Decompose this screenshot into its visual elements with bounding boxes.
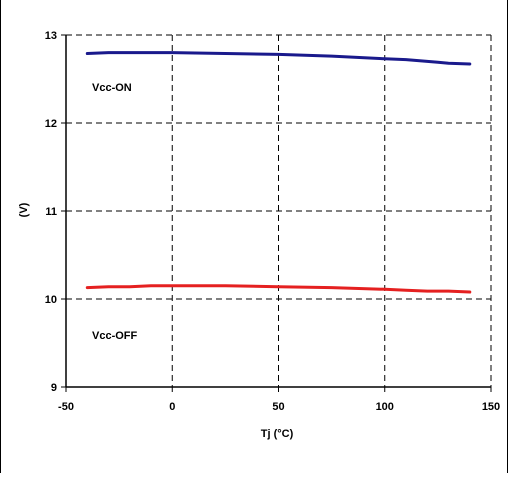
series-line-vcc-on [85, 51, 472, 66]
series-lines [85, 51, 472, 294]
axes [61, 34, 492, 392]
x-tick-label-0: -50 [58, 401, 74, 413]
series-label-vcc-on: Vcc-ON [92, 82, 132, 94]
x-axis-label: Tj (°C) [261, 428, 294, 440]
series-label-vcc-off: Vcc-OFF [92, 330, 138, 342]
y-axis-label: (V) [18, 202, 30, 217]
y-tick-label-0: 9 [51, 382, 57, 394]
y-tick-label-3: 12 [45, 118, 57, 130]
y-tick-label-2: 11 [45, 206, 57, 218]
y-tick-label-1: 10 [45, 294, 57, 306]
x-tick-label-2: 50 [272, 401, 284, 413]
grid [66, 34, 492, 387]
x-tick-label-4: 150 [482, 401, 500, 413]
x-tick-label-1: 0 [169, 401, 175, 413]
series-line-vcc-off [85, 284, 472, 294]
y-tick-label-4: 13 [45, 30, 57, 42]
tick-labels: 9 10 11 12 13 -50 0 50 100 150 [45, 30, 500, 413]
x-tick-label-3: 100 [376, 401, 394, 413]
